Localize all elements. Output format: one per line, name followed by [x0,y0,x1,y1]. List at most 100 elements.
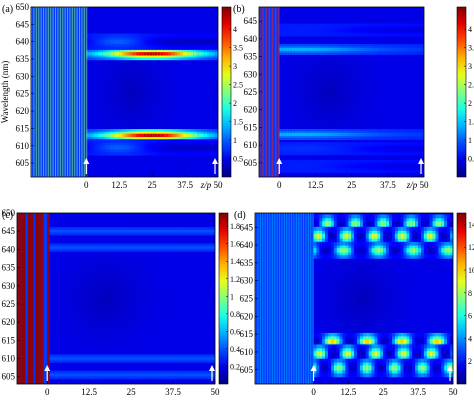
y-tick-label: 640 [244,34,258,44]
y-tick-label: 605 [240,365,254,375]
spectral-band [279,159,424,173]
colorbar-tick-label: 3.5 [468,44,474,53]
colorbar-tick-label: 1 [230,292,234,301]
y-tick-label: 645 [244,16,258,26]
x-tick-label: 12.5 [81,387,97,397]
y-tick-label: 630 [244,69,258,79]
y-tick-label: 650 [2,208,16,218]
plot-area [17,213,215,384]
x-tick-label: 50 [211,387,221,397]
arrow-head [83,158,90,164]
y-tick-label: 640 [16,37,30,47]
x-tick-label: 12.5 [341,387,357,397]
colorbar-tick-label: 4 [468,334,472,343]
arrow-head [44,365,51,371]
y-tick-label: 615 [240,329,254,339]
colorbar-gradient [456,6,467,178]
colorbar-tick-label: 0.2 [230,362,240,371]
arrow-head [310,365,317,371]
spectral-band [86,33,218,50]
y-tick-label: 615 [2,335,16,345]
y-tick-label: 625 [2,299,16,309]
colorbar-tick-label: 4 [233,25,237,34]
colorbar-tick-label: 4 [468,25,472,34]
y-tick-label: 625 [244,87,258,97]
chart-panel-c: 605 610 615 620 625 630 635 640 645 650 0 12.5 25 37.… [2,208,241,397]
y-tick-label: 625 [240,294,254,304]
spectral-band [47,243,215,252]
y-tick-label: 635 [16,54,30,64]
y-tick-label: 630 [240,276,254,286]
spectral-band [279,142,424,156]
x-tick-label: 25 [148,180,158,190]
colorbar-tick-label: 14 [468,220,474,229]
colorbar-tick-label: 3.5 [233,44,243,53]
colorbar: 2 4 6 8 10 12 14 [456,212,474,385]
colorbar-tick-label: 3 [233,62,237,71]
x-unit-label: z/p [406,180,418,190]
y-tick-label: 640 [2,244,16,254]
y-axis-label: Wavelength (nm) [0,61,10,124]
x-tick-label: 25 [127,387,137,397]
spectral-band [313,242,453,259]
colorbar-tick-label: 0.5 [233,155,243,164]
y-tick-label: 605 [244,158,258,168]
y-tick-label: 620 [240,311,254,321]
x-tick-label: 37.5 [380,180,396,190]
plot-area [259,7,424,177]
plot-area [31,7,218,177]
y-tick-label: 625 [16,89,30,99]
arrow-head [418,158,424,164]
spectral-band [279,23,424,37]
colorbar-tick-label: 2 [468,99,472,108]
panel-label: (d) [234,210,246,221]
y-tick-label: 635 [244,52,258,62]
colorbar-tick-label: 1.8 [230,222,240,231]
x-tick-label: 37.5 [165,387,181,397]
x-tick-label: 12.5 [308,180,324,190]
x-tick-label: 37.5 [177,180,193,190]
x-tick-label: 0 [45,387,50,397]
x-tick-label: 0 [84,180,89,190]
y-tick-label: 605 [16,158,30,168]
colorbar-tick-label: 2.5 [233,81,243,90]
spectral-band [313,358,453,378]
colorbar: 0.5 1 1.5 2 2.5 3 3.5 4 [221,6,243,178]
x-unit-label: z/p [200,180,212,190]
x-tick-label: 0 [277,180,282,190]
colorbar-tick-label: 1.2 [230,275,240,284]
x-tick-label: 50 [449,387,459,397]
x-tick-label: 25 [379,387,389,397]
y-tick-label: 620 [244,105,258,115]
arrow-head [212,158,218,164]
spectral-band [47,226,215,236]
y-tick-label: 645 [2,226,16,236]
colorbar-tick-label: 0.8 [230,310,240,319]
y-tick-label: 650 [16,2,30,12]
spectral-band [86,139,218,156]
x-tick-label: 12.5 [111,180,127,190]
colorbar-tick-label: 1.6 [230,240,240,249]
spectral-band [279,43,424,56]
x-tick-label: 25 [347,180,357,190]
colorbar-tick-label: 0.5 [468,155,474,164]
plot-frame [16,212,216,385]
colorbar-tick-label: 10 [468,266,474,275]
panel-label: (c) [2,210,13,221]
colorbar-tick-label: 2 [468,357,472,366]
y-tick-label: 615 [16,123,30,133]
y-tick-label: 645 [240,222,254,232]
y-tick-label: 620 [16,106,30,116]
spectral-band [47,354,215,363]
colorbar-tick-label: 3 [468,62,472,71]
stripe-region [259,7,280,177]
spectral-band [86,47,218,61]
colorbar-gradient [456,212,467,385]
colorbar-tick-label: 2.5 [468,81,474,90]
spectral-band [313,332,453,350]
colorbar-tick-label: 1.4 [230,257,240,266]
colorbar: 0.5 1 1.5 2 2.5 3 3.5 4 [456,6,474,178]
